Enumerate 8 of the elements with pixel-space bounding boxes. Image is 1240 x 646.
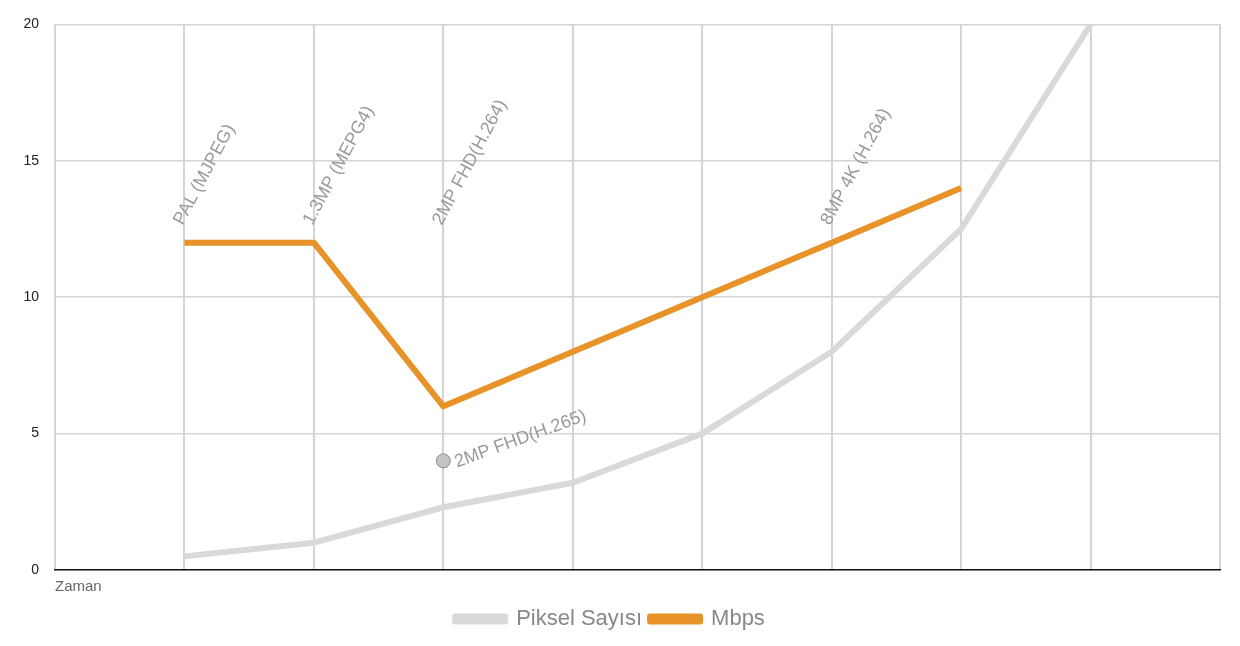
y-tick-label: 15 (23, 151, 40, 168)
y-tick-label: 10 (23, 288, 40, 305)
y-tick-label: 5 (31, 424, 40, 441)
legend-label: Piksel Sayısı (516, 605, 643, 631)
x-axis-title: Zaman (55, 577, 102, 595)
y-tick-label: 20 (23, 15, 40, 32)
legend-label: Mbps (711, 605, 765, 631)
y-tick-label: 0 (31, 560, 40, 577)
